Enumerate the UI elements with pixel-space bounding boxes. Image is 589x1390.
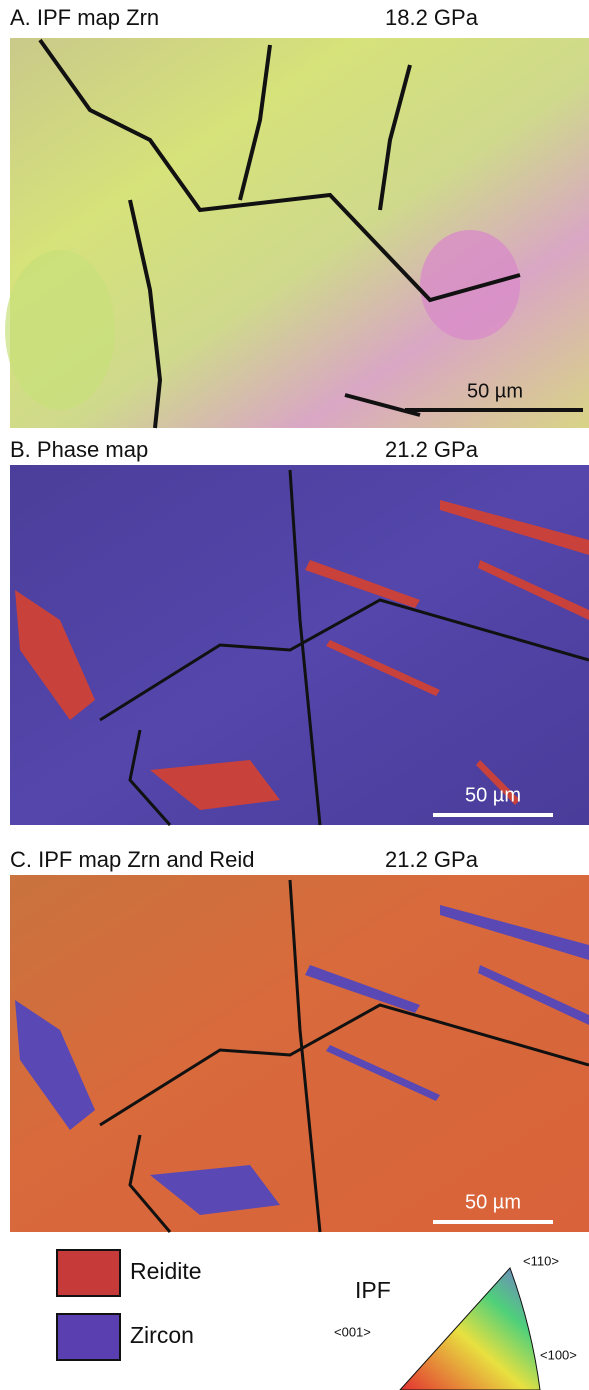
ipf-triangle <box>400 1268 540 1390</box>
ipf-label: <001> <box>334 1324 371 1339</box>
panel-title: A. IPF map Zrn <box>10 5 159 30</box>
grain <box>5 250 115 410</box>
scale-bar-label: 50 µm <box>465 784 521 806</box>
ipf-label: <110> <box>523 1253 559 1268</box>
panel-title: C. IPF map Zrn and Reid <box>10 847 255 872</box>
panel-pressure: 18.2 GPa <box>385 5 479 30</box>
panel-title: B. Phase map <box>10 437 148 462</box>
legend-swatch <box>57 1314 120 1360</box>
ipf-title: IPF <box>355 1277 391 1303</box>
legend-label: Reidite <box>130 1258 202 1284</box>
grain <box>420 230 520 340</box>
figure: A. IPF map Zrn 18.2 GPa 50 µm B. Phase m… <box>0 0 589 1390</box>
scale-bar-label: 50 µm <box>467 380 523 402</box>
ipf-label: <100> <box>540 1347 577 1362</box>
panel-pressure: 21.2 GPa <box>385 437 479 462</box>
legend-swatch <box>57 1250 120 1296</box>
scale-bar-label: 50 µm <box>465 1191 521 1213</box>
panel-pressure: 21.2 GPa <box>385 847 479 872</box>
legend-label: Zircon <box>130 1322 194 1348</box>
